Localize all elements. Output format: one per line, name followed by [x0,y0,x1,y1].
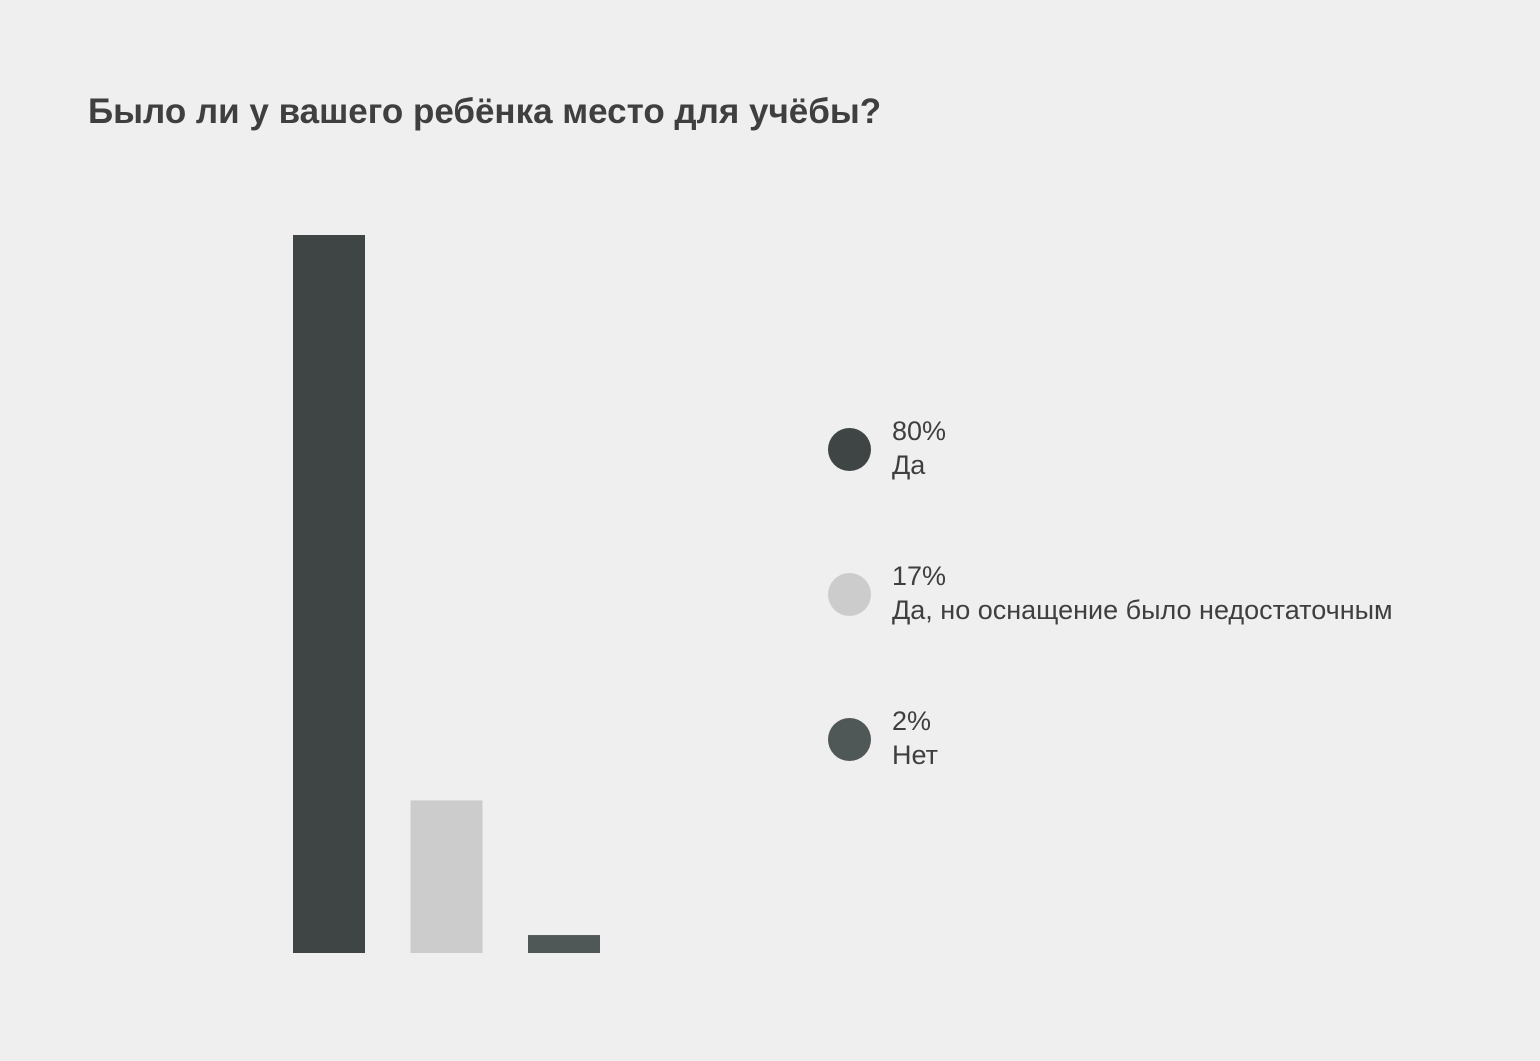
legend-item: 80% Да [828,414,1508,559]
legend-swatch-icon [828,718,871,761]
legend-label: Да [892,450,926,480]
legend-item: 17% Да, но оснащение было недостаточным [828,559,1508,704]
chart-title: Было ли у вашего ребёнка место для учёбы… [88,92,882,131]
legend-swatch-icon [828,428,871,471]
bar [528,935,600,953]
legend-swatch-icon [828,573,871,616]
bar [410,800,483,953]
legend-label: Нет [892,740,938,770]
legend-value: 2% [892,706,932,736]
legend-label: Да, но оснащение было недостаточным [892,595,1393,625]
legend-value: 80% [892,416,947,446]
legend-item: 2% Нет [828,704,1508,849]
chart-legend: 80% Да 17% Да, но оснащение было недоста… [828,414,1508,849]
bar [293,235,365,953]
legend-value: 17% [892,561,947,591]
